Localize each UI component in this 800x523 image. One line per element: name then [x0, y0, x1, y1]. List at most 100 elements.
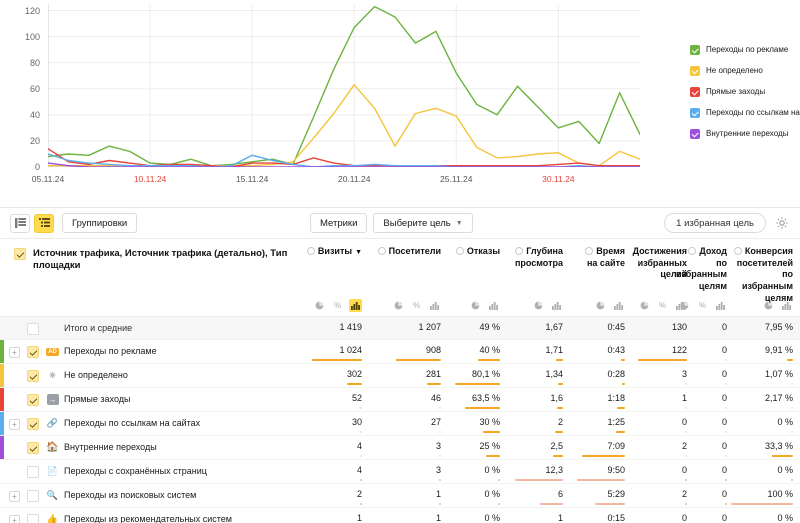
metrics-button[interactable]: Метрики	[310, 213, 368, 233]
table-row[interactable]: 📄 Переходы с сохранённых страниц 4 3 0 % 12,3…	[0, 460, 800, 484]
table-cell: 4	[356, 465, 362, 475]
pie-chart-icon[interactable]	[762, 299, 775, 312]
pie-chart-icon[interactable]	[638, 299, 651, 312]
row-checkbox[interactable]	[27, 370, 39, 382]
row-checkbox[interactable]	[27, 394, 39, 406]
bar-chart-icon[interactable]	[550, 299, 563, 312]
row-label[interactable]: Переходы из поисковых систем	[64, 490, 197, 500]
legend-checkbox[interactable]	[690, 108, 700, 118]
metric-radio-icon[interactable]	[306, 247, 315, 255]
bar-chart-icon[interactable]	[612, 299, 625, 312]
percent-icon[interactable]: %	[412, 301, 421, 310]
legend-checkbox[interactable]	[690, 66, 700, 76]
metric-radio-icon[interactable]	[377, 247, 386, 255]
dimension-checkbox[interactable]	[14, 248, 26, 260]
row-label[interactable]: Внутренние переходы	[64, 442, 157, 452]
column-header-line: просмотра	[514, 257, 563, 268]
row-label[interactable]: Не определено	[64, 370, 128, 380]
column-viz-toggles	[469, 299, 500, 312]
link-icon: 🔗	[46, 418, 59, 428]
column-header[interactable]: Время на сайте	[585, 246, 625, 269]
row-checkbox[interactable]	[27, 346, 39, 358]
table-row[interactable]: + 👍 Переходы из рекомендательных систем 1 1 0…	[0, 508, 800, 523]
table-cell: 0 %	[777, 465, 793, 475]
legend-checkbox[interactable]	[690, 45, 700, 55]
legend-item[interactable]: Переходы по ссылкам на сайтах	[690, 107, 800, 119]
legend-item[interactable]: Прямые заходы	[690, 86, 800, 98]
bar-chart-icon[interactable]	[349, 299, 362, 312]
table-row[interactable]: → Прямые заходы 52 46 63,5 % 1,6 1:18 1 0 2,17 %	[0, 388, 800, 412]
column-header[interactable]: Глубина просмотра	[515, 246, 563, 269]
cell-bar	[725, 431, 727, 433]
legend-checkbox[interactable]	[690, 129, 700, 139]
metric-radio-icon[interactable]	[733, 247, 742, 255]
chart-legend[interactable]: Переходы по рекламе Не определено Прямые з…	[690, 44, 800, 149]
percent-icon[interactable]: %	[658, 301, 667, 310]
tree-view-icon[interactable]	[34, 213, 54, 233]
bar-chart-icon[interactable]	[714, 299, 727, 312]
metric-radio-icon[interactable]	[455, 247, 464, 255]
favorite-goal-badge[interactable]: 1 избранная цель	[664, 213, 766, 233]
row-expand-button[interactable]: +	[9, 491, 20, 502]
undefined-source-icon: ✷	[47, 370, 58, 382]
row-label[interactable]: Переходы из рекомендательных систем	[64, 514, 232, 523]
pie-chart-icon[interactable]	[313, 299, 326, 312]
column-header[interactable]: Достижения избранных целей	[633, 246, 687, 281]
row-checkbox[interactable]	[27, 442, 39, 454]
row-checkbox[interactable]	[27, 466, 39, 478]
groupings-button[interactable]: Группировки	[62, 213, 138, 233]
pie-chart-icon[interactable]	[469, 299, 482, 312]
row-label[interactable]: Переходы с сохранённых страниц	[64, 466, 207, 476]
pie-chart-icon[interactable]	[678, 299, 691, 312]
legend-checkbox[interactable]	[690, 87, 700, 97]
percent-icon[interactable]: %	[698, 301, 707, 310]
row-label[interactable]: Переходы по рекламе	[64, 346, 157, 356]
table-row[interactable]: + AD Переходы по рекламе 1 024 908 40 % 1,71 0:…	[0, 340, 800, 364]
column-header[interactable]: Отказы	[455, 246, 500, 258]
row-checkbox[interactable]	[27, 418, 39, 430]
metric-radio-icon[interactable]	[515, 247, 524, 255]
column-header[interactable]: Визиты ▼	[306, 246, 362, 258]
cell-bar	[427, 383, 441, 385]
table-view-icon[interactable]	[10, 213, 30, 233]
row-checkbox[interactable]	[27, 323, 39, 335]
sort-arrow-icon[interactable]: ▼	[355, 249, 362, 256]
legend-item[interactable]: Внутренние переходы	[690, 128, 800, 140]
row-checkbox[interactable]	[27, 490, 39, 502]
ad-icon: AD	[46, 347, 59, 356]
row-expand-button[interactable]: +	[9, 419, 20, 430]
pie-chart-icon[interactable]	[392, 299, 405, 312]
table-row[interactable]: + 🔍 Переходы из поисковых систем 2 1 0 % 6 5:29…	[0, 484, 800, 508]
row-label[interactable]: Переходы по ссылкам на сайтах	[64, 418, 201, 428]
row-label[interactable]: Прямые заходы	[64, 394, 131, 404]
cell-bar	[359, 503, 362, 505]
table-cell: 1	[681, 393, 687, 403]
row-expand-button[interactable]: +	[9, 347, 20, 358]
legend-item[interactable]: Не определено	[690, 65, 800, 77]
cell-bar	[685, 383, 687, 385]
table-cell: 0	[721, 322, 727, 332]
goal-select-button[interactable]: Выберите цель ▼	[373, 213, 473, 233]
table-cell: 12,3	[545, 465, 563, 475]
column-header[interactable]: Доход по избранным целям	[676, 246, 727, 293]
metric-radio-icon[interactable]	[688, 247, 697, 255]
table-row[interactable]: 🏠 Внутренние переходы 4 3 25 % 2,5 7:09 2 0 33,3 …	[0, 436, 800, 460]
pie-chart-icon[interactable]	[594, 299, 607, 312]
gear-icon[interactable]	[774, 215, 790, 231]
column-header[interactable]: Конверсия посетителей по избранным целям	[733, 246, 793, 304]
table-row[interactable]: ✷ Не определено 302 281 80,1 % 1,34 0:28 3 0 1,07…	[0, 364, 800, 388]
column-header[interactable]: Посетители	[377, 246, 441, 258]
cell-bar	[581, 455, 625, 457]
bar-chart-icon[interactable]	[428, 299, 441, 312]
metric-radio-icon[interactable]	[585, 247, 594, 255]
bar-chart-icon[interactable]	[780, 299, 793, 312]
row-checkbox[interactable]	[27, 514, 39, 523]
legend-item[interactable]: Переходы по рекламе	[690, 44, 800, 56]
bar-chart-icon[interactable]	[487, 299, 500, 312]
table-cell: 0 %	[484, 465, 500, 475]
row-expand-button[interactable]: +	[9, 515, 20, 523]
cell-bar	[483, 431, 500, 433]
table-row[interactable]: + 🔗 Переходы по ссылкам на сайтах 30 27 30 % 2…	[0, 412, 800, 436]
percent-icon[interactable]: %	[333, 301, 342, 310]
pie-chart-icon[interactable]	[532, 299, 545, 312]
